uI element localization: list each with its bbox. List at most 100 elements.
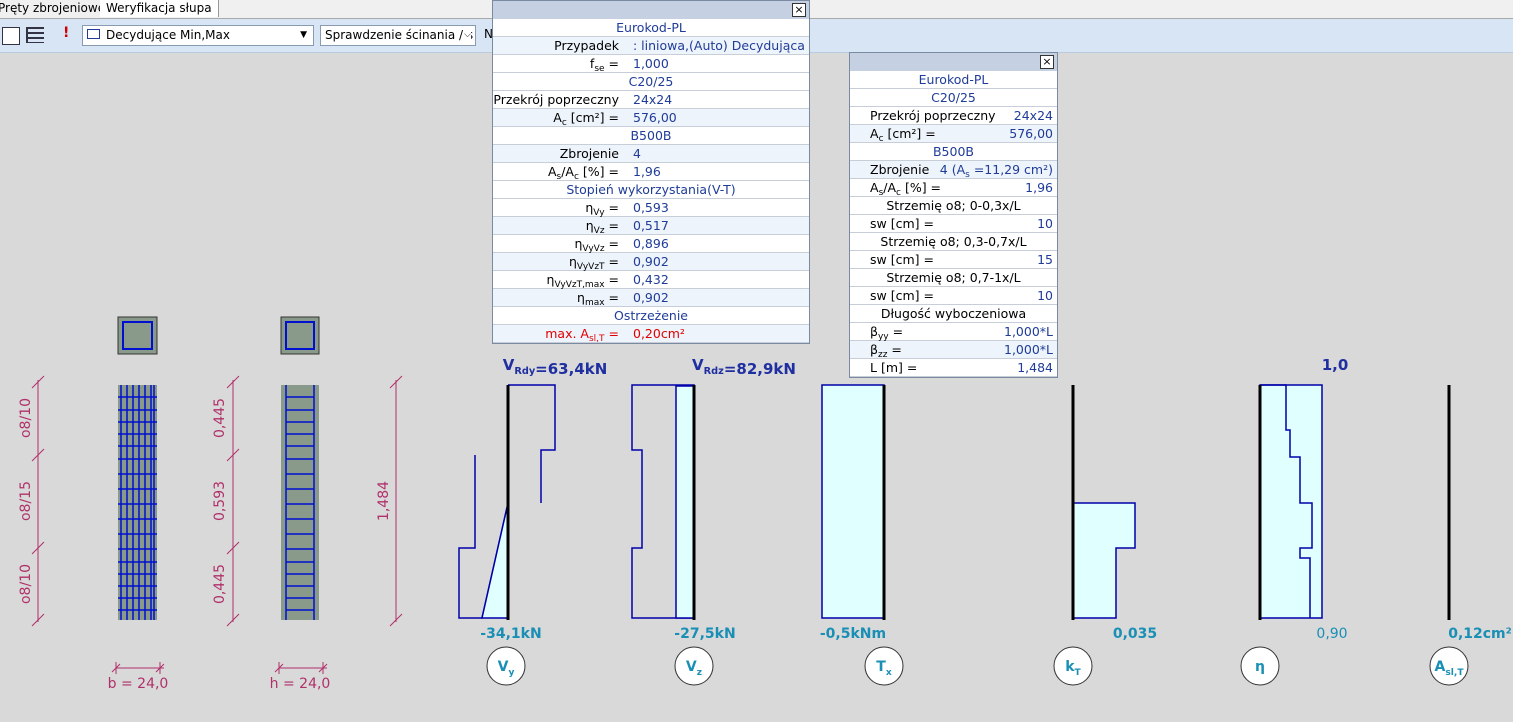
text: β <box>870 342 878 357</box>
text: η <box>568 254 577 269</box>
tab-active[interactable]: Weryfikacja słupa <box>100 0 219 17</box>
panel-row: Ac [cm²] = 576,00 <box>493 109 809 128</box>
min-label: 0,90 <box>1316 626 1347 642</box>
text: V <box>692 356 704 374</box>
panel-header: Eurokod-PL <box>850 71 1057 89</box>
text: = <box>604 254 619 269</box>
row-value: 1,96 <box>1025 179 1053 196</box>
section-rebar <box>285 321 315 350</box>
text: 0,12cm² <box>1448 626 1512 642</box>
panel-row: Przekrój poprzeczny 24x24 <box>493 91 809 109</box>
text: 576,00 <box>1009 126 1053 141</box>
axis-lines <box>506 385 1451 620</box>
text: η <box>546 272 555 287</box>
min-label: -27,5kN <box>674 626 735 642</box>
subscript: max <box>584 298 605 308</box>
text: 0,432 <box>633 272 669 287</box>
text: = <box>604 326 619 341</box>
text: = <box>604 290 619 305</box>
text: /A <box>883 180 897 195</box>
subscript: x <box>886 668 892 678</box>
panel-header: Strzemię o8; 0,7-1x/L <box>850 269 1057 287</box>
text: η <box>1255 659 1265 675</box>
panel-row: max. Asl,T = 0,20cm² <box>493 325 809 344</box>
row-value: 1,96 <box>633 163 661 180</box>
subscript: yy <box>877 332 889 342</box>
dimension-label: o8/10 <box>18 564 34 604</box>
section <box>117 316 158 355</box>
text: 0,90 <box>1316 626 1347 642</box>
column-rebar <box>118 385 157 620</box>
text: [%] = <box>900 180 942 195</box>
alert-icon[interactable]: ! <box>63 25 70 41</box>
section-rebar <box>122 321 153 350</box>
text: =63,4kN <box>535 360 607 378</box>
text: 0,902 <box>633 254 669 269</box>
text: max. A <box>545 326 589 341</box>
row-value: 0,896 <box>633 235 669 252</box>
subscript: Vy <box>593 208 605 218</box>
text: 1,000*L <box>1004 324 1053 339</box>
row-value: 15 <box>1037 251 1053 268</box>
text: sw [cm] = <box>870 252 934 267</box>
subscript: s <box>878 188 884 198</box>
text: 0,20cm² <box>633 326 685 341</box>
icon-button[interactable] <box>2 27 20 45</box>
row-label: βzz = <box>870 341 902 360</box>
panel-row: ηVyVzT,max = 0,432 <box>493 271 809 290</box>
tab[interactable]: Pręty zbrojeniowe <box>0 0 113 17</box>
panel-row: ηVyVz = 0,896 <box>493 235 809 254</box>
dropdown[interactable]: Sprawdzenie ścinania / s ⌵ <box>320 25 476 46</box>
symbol-label: η <box>1255 659 1265 675</box>
panel-row: ηVz = 0,517 <box>493 217 809 236</box>
diagram-shapes <box>458 384 1323 619</box>
symbol-label: Tx <box>876 659 892 678</box>
subscript: sl,T <box>588 334 605 344</box>
text: η <box>574 236 583 251</box>
panel-row: ηmax = 0,902 <box>493 289 809 308</box>
close-button[interactable]: × <box>1040 55 1054 69</box>
row-label: ηVz = <box>586 217 619 236</box>
text: L [m] = <box>870 360 918 375</box>
dropdown[interactable]: Decydujące Min,Max ▼ <box>82 25 314 46</box>
text: 1,0 <box>1322 356 1349 374</box>
row-value: 1,000*L <box>1004 323 1053 340</box>
row-value: : liniowa,(Auto) Decydująca <box>633 37 805 54</box>
row-value: 24x24 <box>633 91 672 108</box>
panel-header: B500B <box>850 143 1057 161</box>
row-value: 1,000 <box>633 55 669 72</box>
symbol-label: Vz <box>686 659 702 678</box>
column-stirrups <box>285 385 315 620</box>
panel-header: C20/25 <box>493 73 809 91</box>
min-label: -34,1kN <box>480 626 541 642</box>
text: [cm²] = <box>566 110 619 125</box>
dimension-label: 0,445 <box>212 564 228 604</box>
dimension-label: 1,484 <box>376 481 392 521</box>
text: V <box>503 356 515 374</box>
text: = <box>888 324 904 339</box>
subscript: c <box>561 118 567 128</box>
row-label: Zbrojenie <box>560 145 619 162</box>
text: β <box>870 324 878 339</box>
text: A <box>1434 659 1445 675</box>
panel-titlebar: × <box>493 1 809 19</box>
dropdown-text: Sprawdzenie ścinania / s <box>325 28 474 42</box>
symbol-label: kT <box>1065 659 1081 678</box>
row-label: ηVyVzT,max = <box>546 271 619 290</box>
text: -27,5kN <box>674 626 735 642</box>
icon-button[interactable] <box>26 27 44 43</box>
subscript: sl,T <box>1445 668 1464 678</box>
close-button[interactable]: × <box>792 3 806 17</box>
text: 10 <box>1037 288 1053 303</box>
row-value: 1,000*L <box>1004 341 1053 358</box>
row-value: 10 <box>1037 215 1053 232</box>
max-label: VRdy=63,4kN <box>503 356 608 378</box>
text: 0,902 <box>633 290 669 305</box>
panel-row: βzz = 1,000*L <box>850 341 1057 360</box>
subscript: c <box>878 134 884 144</box>
row-label: Przekrój poprzeczny <box>870 107 996 124</box>
row-value: 0,902 <box>633 253 669 270</box>
row-value: 0,432 <box>633 271 669 288</box>
subscript: VyVzT,max <box>554 280 605 290</box>
dimension-label: 0,593 <box>212 481 228 521</box>
